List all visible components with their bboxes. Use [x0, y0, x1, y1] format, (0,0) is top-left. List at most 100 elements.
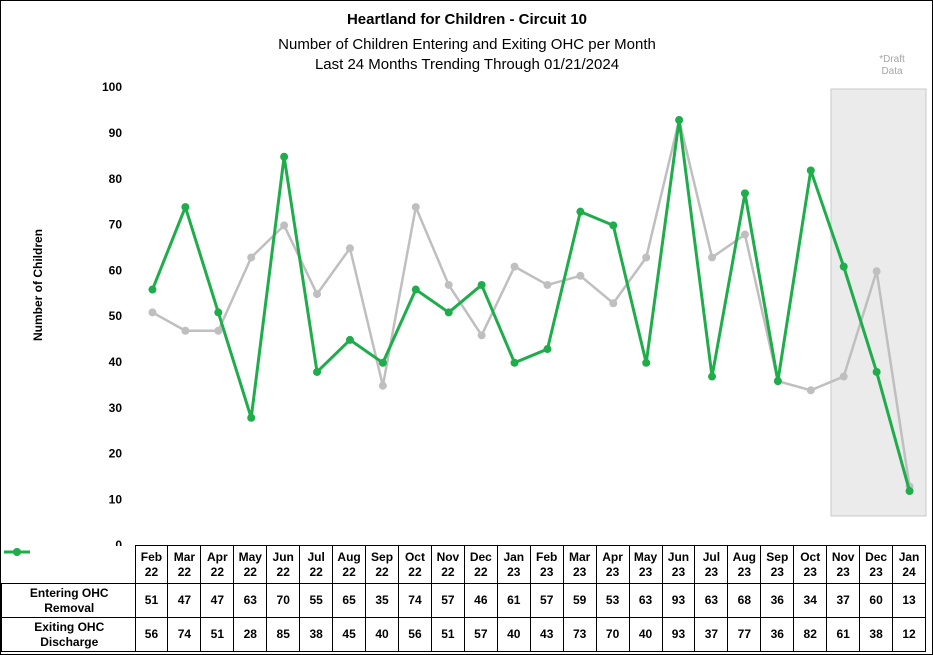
chart-subtitle: Number of Children Entering and Exiting … [278, 36, 656, 53]
table-header-row: Feb 22 Mar 22 Apr 22 May 22 Jun 22 Jul 22 Aug … [2, 545, 926, 584]
value-label: 63 [694, 583, 729, 618]
data-point [872, 267, 881, 276]
table-row: Entering OHC Removal 51 47 47 63 70 55 65 35 74 57… [1, 547, 926, 618]
y-axis-label: Number of Children [31, 229, 45, 341]
data-point [576, 271, 585, 280]
data-point [411, 285, 420, 294]
value-label: 43 [529, 617, 564, 652]
data-point [148, 308, 157, 317]
value-label: 51 [430, 617, 465, 652]
y-tick-label: 90 [109, 126, 123, 140]
value-label: 82 [793, 617, 828, 652]
x-tick-label: Jul 22 [299, 545, 334, 584]
value-label: 38 [859, 617, 894, 652]
value-label: 70 [266, 583, 301, 618]
x-tick-label: Feb 22 [134, 545, 169, 584]
data-point [675, 116, 684, 125]
data-point [313, 290, 322, 299]
legend-item: Exiting OHC Discharge [3, 547, 135, 650]
data-point [642, 253, 651, 262]
series-line [151, 118, 911, 487]
data-point [181, 203, 190, 212]
value-label: 35 [365, 583, 399, 618]
legend-marker [3, 547, 30, 556]
data-point [543, 345, 552, 354]
legend-item: Entering OHC Removal [3, 547, 135, 616]
x-tick-label: Jun 22 [266, 545, 301, 584]
value-label: 38 [299, 617, 334, 652]
data-point [345, 244, 354, 253]
y-tick-label: 30 [109, 401, 123, 415]
value-label: 36 [760, 617, 795, 652]
data-point [642, 358, 651, 367]
data-point [378, 358, 387, 367]
data-point [510, 358, 519, 367]
annotation: *Draft Data [879, 54, 905, 77]
value-label: 93 [661, 617, 696, 652]
value-label: 53 [595, 583, 630, 618]
value-label: 12 [892, 617, 926, 652]
data-point [444, 308, 453, 317]
value-label: 56 [134, 617, 169, 652]
y-tick-label: 100 [102, 80, 122, 94]
data-point [214, 326, 223, 335]
legend-dot [12, 547, 21, 556]
value-label: 47 [167, 583, 202, 618]
value-label: 63 [628, 583, 663, 618]
x-tick-label: Apr 22 [200, 545, 235, 584]
x-tick-label: Mar 23 [562, 545, 597, 584]
value-label: 28 [233, 617, 268, 652]
x-tick-label: Nov 22 [430, 545, 465, 584]
chart-subtitle: Last 24 Months Trending Through 01/21/20… [315, 56, 619, 73]
x-tick-label: Oct 23 [793, 545, 828, 584]
table-row: Exiting OHC Discharge 56 74 51 28 85 38 45 40 56 5… [1, 547, 926, 652]
series-line [151, 118, 911, 492]
x-tick-label: Nov 23 [826, 545, 861, 584]
x-tick-label: Jul 23 [694, 545, 729, 584]
x-tick-label: Jan 24 [892, 545, 926, 584]
data-point [280, 152, 289, 161]
y-tick-label: 70 [109, 218, 123, 232]
x-tick-label: Oct 22 [398, 545, 432, 584]
value-label: 37 [694, 617, 729, 652]
data-point [181, 326, 190, 335]
value-label: 74 [167, 617, 202, 652]
data-point [839, 262, 848, 271]
value-label: 36 [760, 583, 795, 618]
data-point [773, 377, 782, 386]
data-point [444, 280, 453, 289]
y-tick-label: 10 [109, 492, 123, 506]
value-label: 57 [529, 583, 564, 618]
value-label: 63 [233, 583, 268, 618]
value-label: 59 [562, 583, 597, 618]
data-point [806, 386, 815, 395]
data-point [576, 207, 585, 216]
value-label: 60 [859, 583, 894, 618]
value-label: 40 [365, 617, 399, 652]
value-label: 46 [463, 583, 498, 618]
value-label: 73 [562, 617, 597, 652]
value-label: 77 [727, 617, 762, 652]
y-tick-label: 60 [109, 263, 123, 277]
x-tick-label: Jan 23 [496, 545, 531, 584]
data-point [609, 299, 618, 308]
value-label: 40 [496, 617, 531, 652]
data-point [708, 253, 717, 262]
x-tick-label: May 22 [233, 545, 268, 584]
plot: Heartland for Children - Circuit 10 Numb… [31, 11, 927, 546]
data-point [477, 331, 486, 340]
data-point [345, 335, 354, 344]
value-label: 34 [793, 583, 828, 618]
value-label: 85 [266, 617, 301, 652]
x-tick-label: Dec 22 [463, 545, 498, 584]
data-point [247, 413, 256, 422]
data-point [510, 262, 519, 271]
legend-label: Exiting OHC Discharge [34, 619, 105, 649]
y-tick-label: 80 [109, 172, 123, 186]
value-label: 51 [200, 617, 235, 652]
data-point [872, 367, 881, 376]
value-label: 57 [430, 583, 465, 618]
data-point [839, 372, 848, 381]
data-point [411, 203, 420, 212]
